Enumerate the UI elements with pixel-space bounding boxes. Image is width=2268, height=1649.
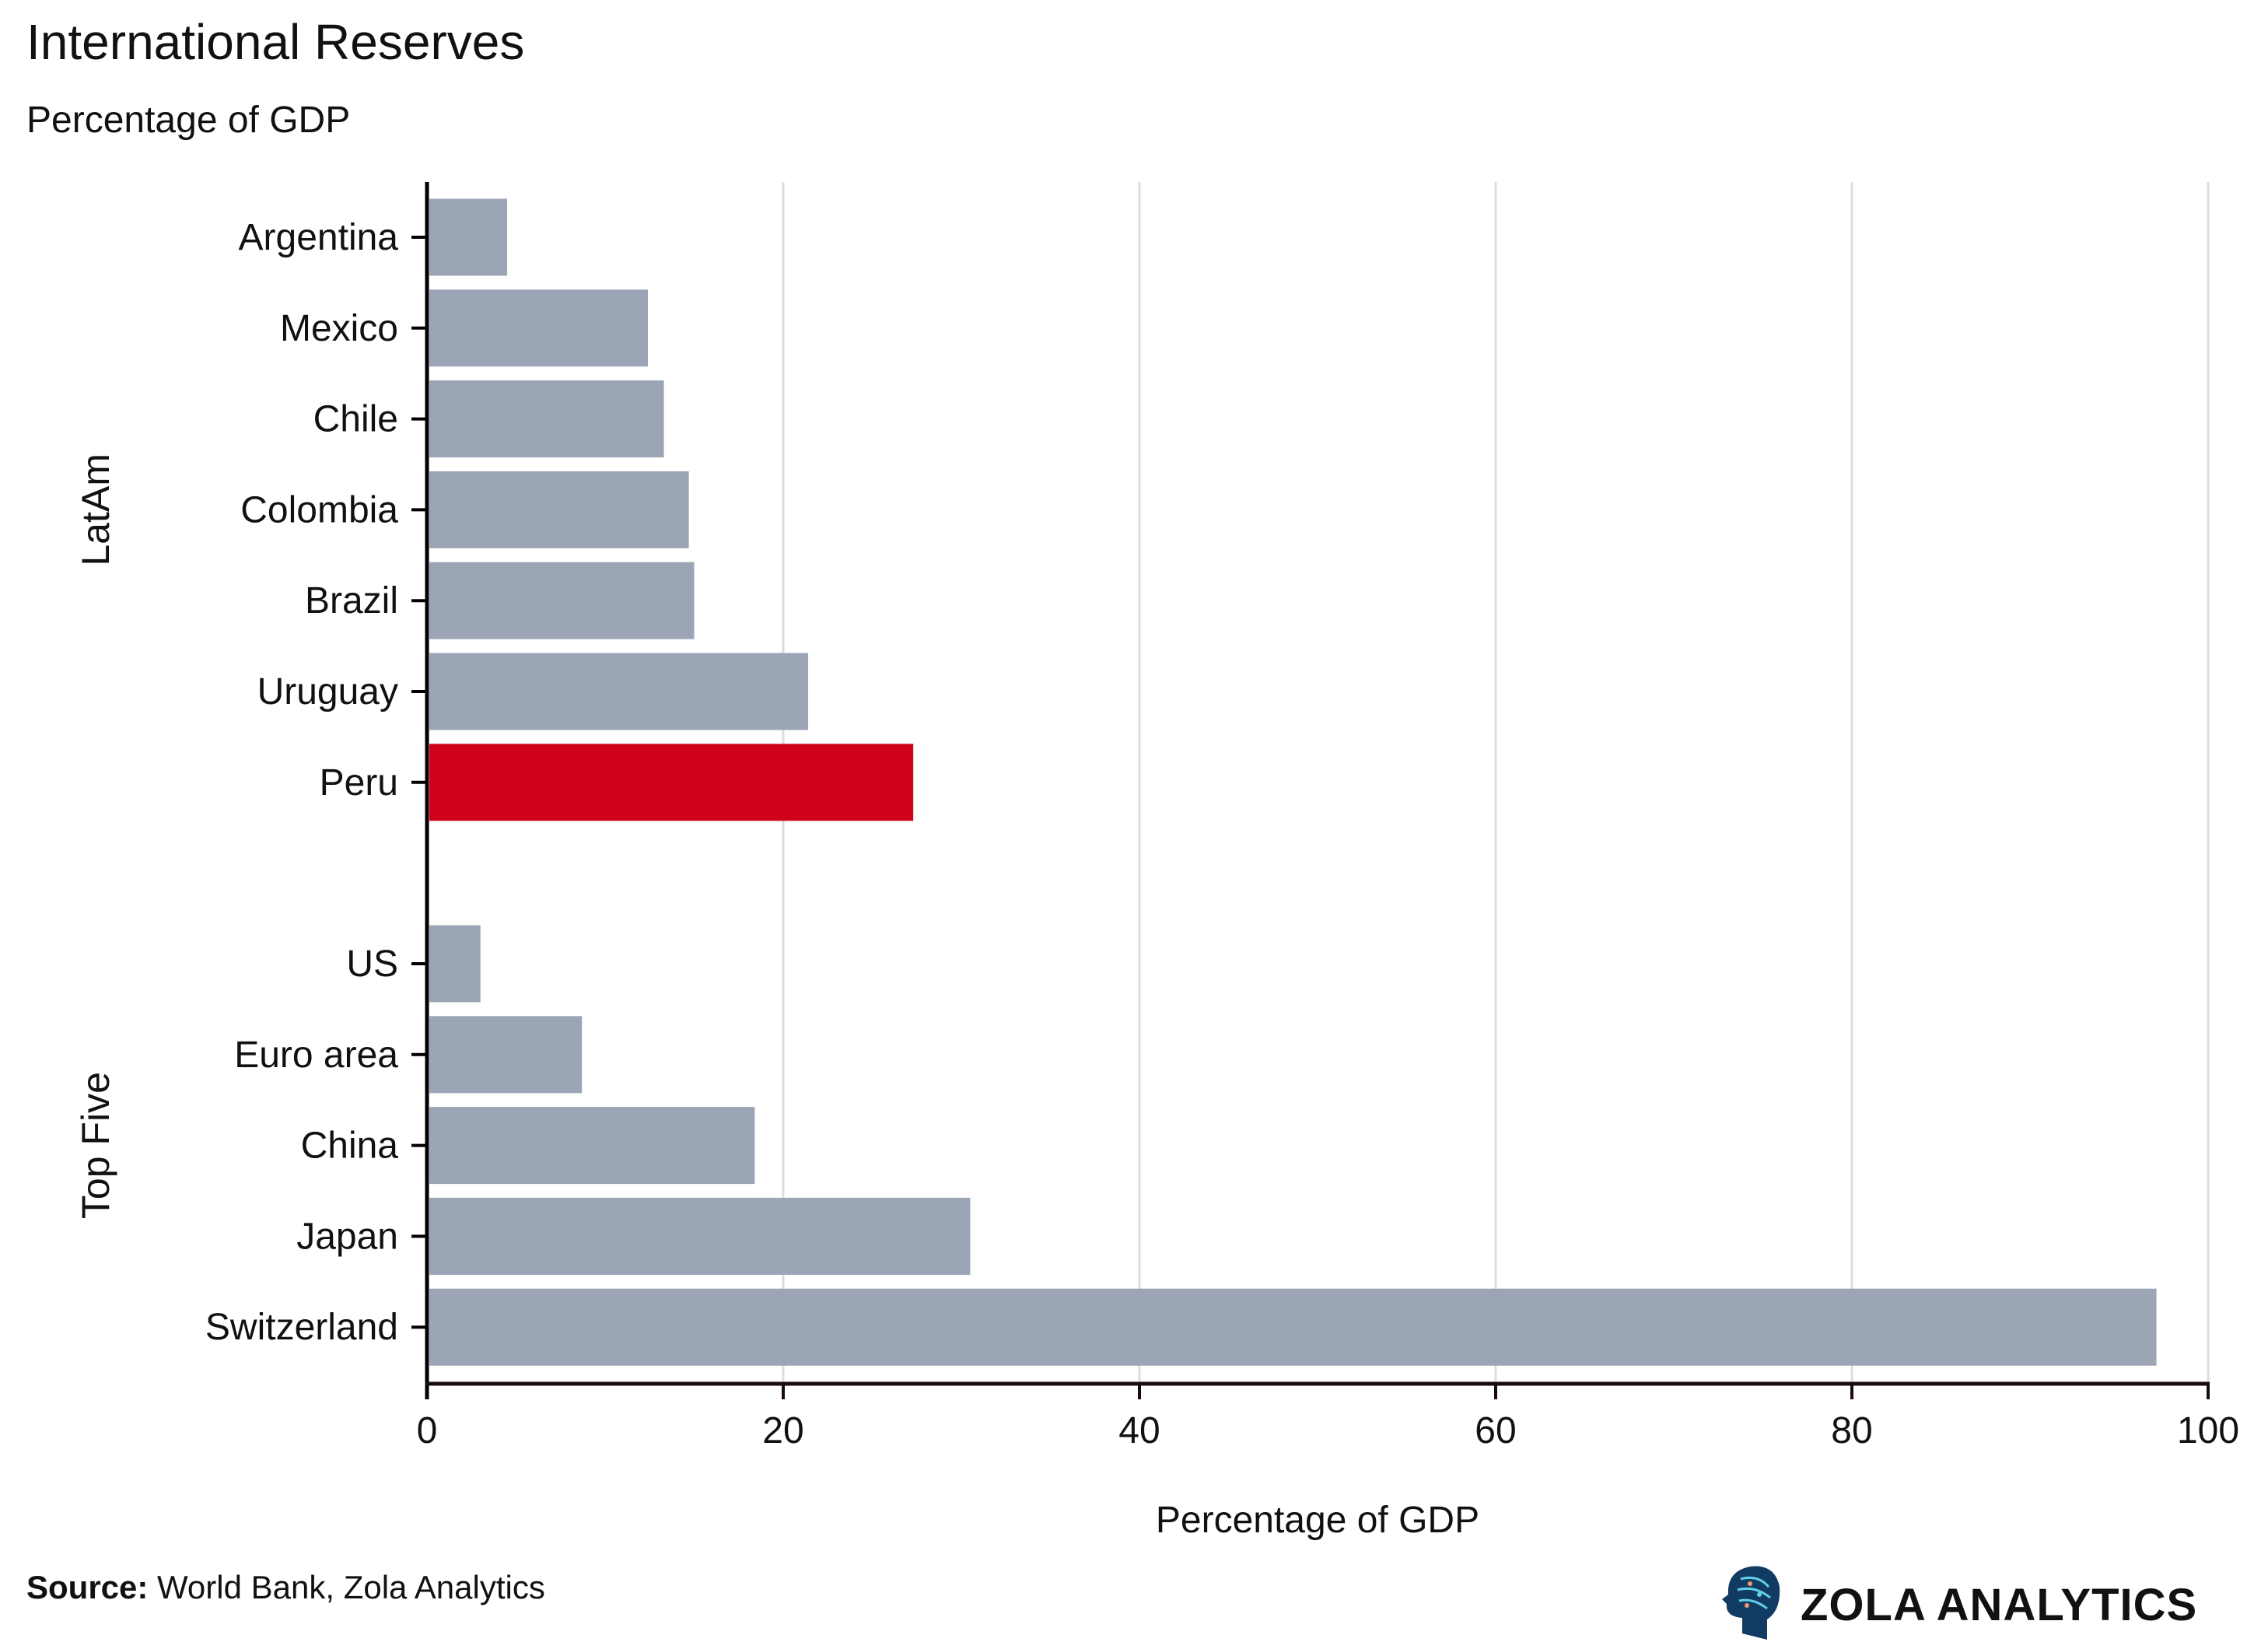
head-circuit-icon [1722, 1566, 1780, 1640]
bar-us [429, 925, 481, 1003]
chart-title: International Reserves [26, 14, 524, 70]
x-axis-label: Percentage of GDP [1156, 1500, 1479, 1541]
category-label: Peru [320, 762, 398, 803]
logo-text: ZOLA ANALYTICS [1801, 1580, 2197, 1630]
source-label: Source: [26, 1569, 148, 1605]
bars [429, 198, 2157, 1366]
category-label: Uruguay [257, 671, 398, 712]
bar-china [429, 1107, 755, 1185]
group-label: Top Five [74, 1072, 117, 1219]
chart-subtitle: Percentage of GDP [26, 100, 350, 141]
category-labels: Argentina Mexico Chile Colombia Brazil Urugua… [74, 217, 398, 1348]
category-label: China [301, 1126, 399, 1167]
bar-argentina [429, 198, 508, 276]
bar-euro-area [429, 1016, 583, 1094]
category-label: Switzerland [205, 1307, 398, 1348]
bar-mexico [429, 289, 648, 367]
category-label: Mexico [280, 308, 398, 349]
logo: ZOLA ANALYTICS [1722, 1566, 2197, 1640]
group-label: LatAm [74, 453, 117, 566]
bar-chile [429, 380, 664, 458]
x-tick-label: 40 [1118, 1410, 1160, 1451]
x-tick-label: 60 [1475, 1410, 1516, 1451]
category-label: Argentina [239, 217, 399, 258]
x-tick-label: 0 [417, 1410, 438, 1451]
x-tick-label: 100 [2177, 1410, 2239, 1451]
source-note: Source: World Bank, Zola Analytics [26, 1569, 545, 1605]
bar-peru [429, 744, 914, 821]
category-label: Euro area [234, 1035, 398, 1076]
bar-japan [429, 1197, 971, 1275]
x-tick-label: 20 [762, 1410, 803, 1451]
gridlines [782, 182, 2210, 1384]
bar-switzerland [429, 1288, 2157, 1366]
category-label: Japan [296, 1216, 398, 1257]
bar-brazil [429, 562, 695, 639]
source-text: World Bank, Zola Analytics [148, 1569, 544, 1605]
category-label: Brazil [305, 580, 398, 621]
category-label: Chile [313, 399, 398, 440]
bar-colombia [429, 471, 689, 548]
category-label: Colombia [240, 489, 398, 530]
category-label: US [346, 944, 398, 985]
x-tick-label: 80 [1831, 1410, 1872, 1451]
bar-uruguay [429, 653, 809, 730]
axes: 0 20 40 60 80 100 [411, 182, 2239, 1451]
